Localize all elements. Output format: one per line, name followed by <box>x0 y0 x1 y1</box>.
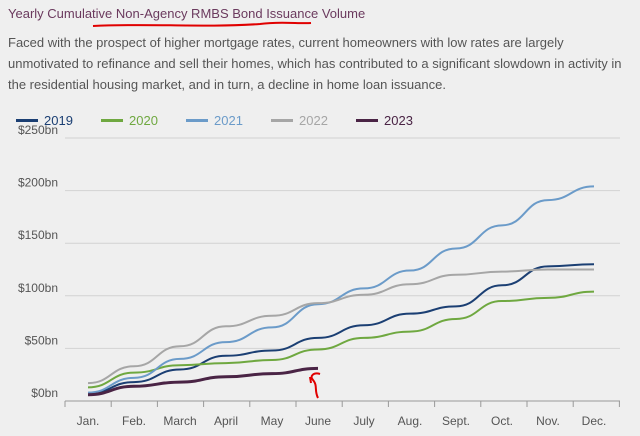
x-tick-label: May <box>261 414 284 428</box>
legend-label: 2023 <box>384 113 413 128</box>
x-tick-label: Aug. <box>398 414 423 428</box>
x-tick-label: Jan. <box>77 414 100 428</box>
x-tick-label: Sept. <box>442 414 470 428</box>
y-tick-label: $0bn <box>31 386 58 400</box>
legend-item-2021: 2021 <box>186 113 271 128</box>
legend-item-2023: 2023 <box>356 113 441 128</box>
y-tick-label: $150bn <box>18 228 58 242</box>
legend-item-2022: 2022 <box>271 113 356 128</box>
x-tick-label: Feb. <box>122 414 146 428</box>
y-tick-label: $200bn <box>18 176 58 190</box>
series-line-2022 <box>87 268 594 385</box>
legend-label: 2019 <box>44 113 73 128</box>
y-tick-label: $100bn <box>18 281 58 295</box>
series-line-2023 <box>87 366 319 397</box>
x-tick-label: March <box>163 414 196 428</box>
red-underline-annotation <box>92 21 312 27</box>
legend-label: 2021 <box>214 113 243 128</box>
legend: 2019 2020 2021 2022 2023 <box>16 113 441 128</box>
red-arrow-annotation <box>309 372 321 399</box>
legend-swatch <box>186 119 208 122</box>
legend-label: 2022 <box>299 113 328 128</box>
legend-swatch <box>16 119 38 122</box>
legend-swatch <box>271 119 293 122</box>
series-line-2020 <box>87 290 595 389</box>
legend-label: 2020 <box>129 113 158 128</box>
series-line-2019 <box>87 263 595 395</box>
x-tick-label: July <box>353 414 374 428</box>
chart-title: Yearly Cumulative Non-Agency RMBS Bond I… <box>8 6 366 21</box>
legend-swatch <box>101 119 123 122</box>
y-tick-label: $250bn <box>18 123 58 137</box>
legend-item-2020: 2020 <box>101 113 186 128</box>
x-tick-label: Nov. <box>536 414 560 428</box>
legend-item-2019: 2019 <box>16 113 101 128</box>
y-tick-label: $50bn <box>25 333 58 347</box>
x-tick-label: June <box>305 414 331 428</box>
legend-swatch <box>356 119 378 122</box>
series-line-2021 <box>87 185 595 394</box>
x-tick-label: Oct. <box>491 414 513 428</box>
x-tick-label: Dec. <box>582 414 607 428</box>
chart-description: Faced with the prospect of higher mortga… <box>8 35 622 92</box>
x-tick-label: April <box>214 414 238 428</box>
